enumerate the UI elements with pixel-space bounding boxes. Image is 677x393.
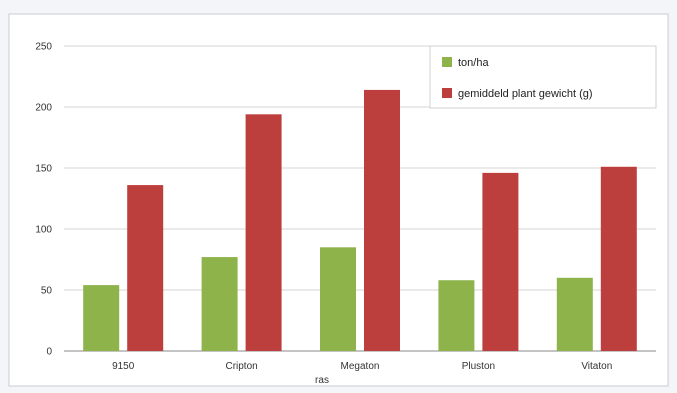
legend-label: ton/ha [458,57,489,69]
x-tick-label: 9150 [112,361,135,372]
legend-label: gemiddeld plant gewicht (g) [458,88,593,100]
bar-ton-ha-pluston [438,280,475,351]
x-axis-label: ras [315,375,329,386]
y-tick-label: 50 [41,286,53,297]
bar-gemiddeld-plant-gewicht-g-pluston [482,172,519,351]
legend-swatch [442,57,452,67]
bar-gemiddeld-plant-gewicht-g-cripton [245,114,282,351]
bar-ton-ha-megaton [320,247,356,351]
y-tick-label: 200 [35,103,52,114]
legend-box [429,45,657,109]
y-tick-label: 150 [35,164,52,175]
bar-gemiddeld-plant-gewicht-g-9150 [127,185,164,351]
bar-ton-ha-9150 [83,285,120,351]
x-tick-label: Vitaton [581,361,612,372]
bar-gemiddeld-plant-gewicht-g-megaton [364,89,400,352]
y-axis-tick-labels: 0 50 100 150 200 250 [35,42,52,358]
x-tick-label: Pluston [462,361,495,372]
bar-ton-ha-vitaton [556,277,593,351]
y-tick-label: 100 [35,225,52,236]
y-tick-label: 0 [46,347,52,358]
x-axis-tick-labels: 9150 Cripton Megaton Pluston Vitaton [112,361,612,372]
bar-ton-ha-cripton [201,257,238,351]
x-tick-label: Cripton [225,361,257,372]
bar-gemiddeld-plant-gewicht-g-vitaton [600,166,637,351]
bars [83,89,637,352]
legend-swatch [442,88,452,98]
y-tick-label: 250 [35,42,52,53]
legend: ton/ha gemiddeld plant gewicht (g) [429,45,657,109]
x-tick-label: Megaton [341,361,380,372]
